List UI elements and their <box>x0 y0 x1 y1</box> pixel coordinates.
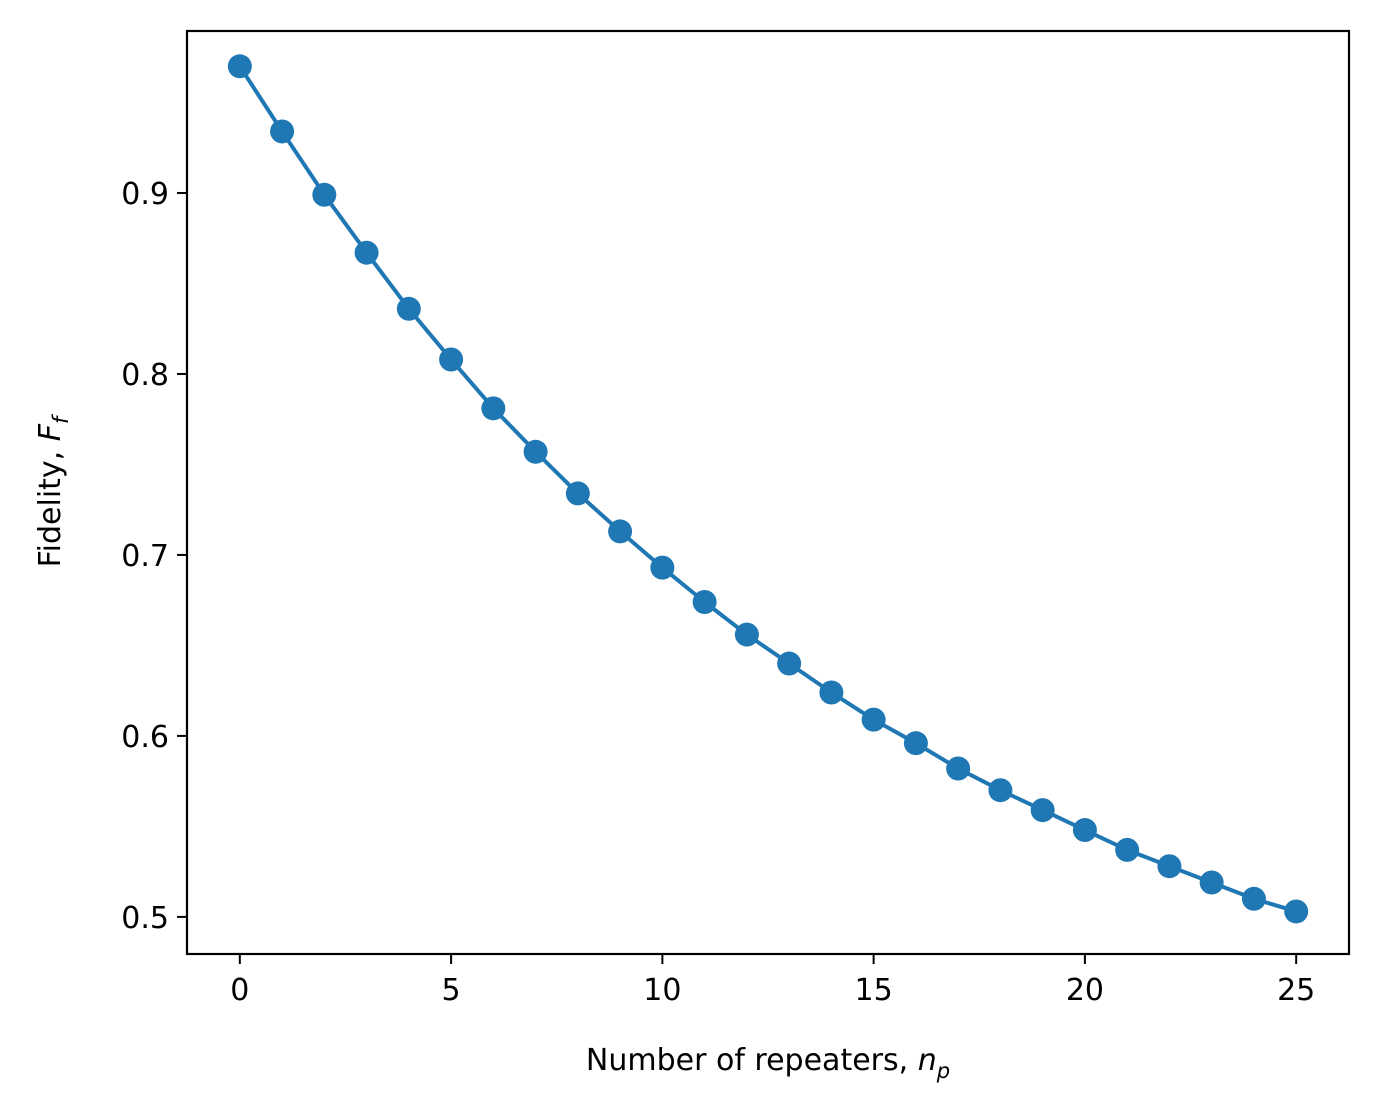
data-point <box>946 756 971 781</box>
data-point <box>1284 899 1309 924</box>
data-point <box>861 707 886 732</box>
data-point <box>354 240 379 265</box>
data-point <box>1072 818 1097 843</box>
plot-marks <box>227 54 1309 924</box>
data-point <box>734 622 759 647</box>
data-point <box>565 481 590 506</box>
data-point <box>396 296 421 321</box>
data-point <box>903 731 928 756</box>
x-tick-label: 0 <box>230 973 249 1008</box>
data-point <box>439 347 464 372</box>
x-tick-label: 20 <box>1066 973 1104 1008</box>
data-point <box>1241 886 1266 911</box>
data-point <box>1115 837 1140 862</box>
data-point <box>523 439 548 464</box>
data-point <box>988 778 1013 803</box>
data-point <box>819 680 844 705</box>
data-point <box>312 182 337 207</box>
data-point <box>777 651 802 676</box>
x-axis-ticks: 0 5 10 15 20 25 <box>230 954 1315 1008</box>
x-axis-label: Number of repeaters, np <box>586 1043 950 1083</box>
data-point <box>227 54 252 79</box>
x-tick-label: 15 <box>855 973 893 1008</box>
y-tick-label: 0.5 <box>121 901 169 936</box>
data-point <box>650 555 675 580</box>
x-tick-label: 5 <box>442 973 461 1008</box>
y-tick-label: 0.8 <box>121 358 169 393</box>
y-tick-label: 0.9 <box>121 177 169 212</box>
y-axis-label: Fidelity, Ff <box>33 413 73 567</box>
plot-frame <box>185 29 1351 956</box>
y-tick-label: 0.6 <box>121 720 169 755</box>
data-point <box>1199 870 1224 895</box>
data-point <box>481 396 506 421</box>
data-point <box>692 589 717 614</box>
y-tick-label: 0.7 <box>121 539 169 574</box>
data-point <box>1157 854 1182 879</box>
data-point <box>1030 798 1055 823</box>
data-point <box>270 119 295 144</box>
x-tick-label: 25 <box>1277 973 1315 1008</box>
y-axis-ticks: 0.5 0.6 0.7 0.8 0.9 <box>121 177 187 936</box>
x-tick-label: 10 <box>643 973 681 1008</box>
data-point <box>608 519 633 544</box>
